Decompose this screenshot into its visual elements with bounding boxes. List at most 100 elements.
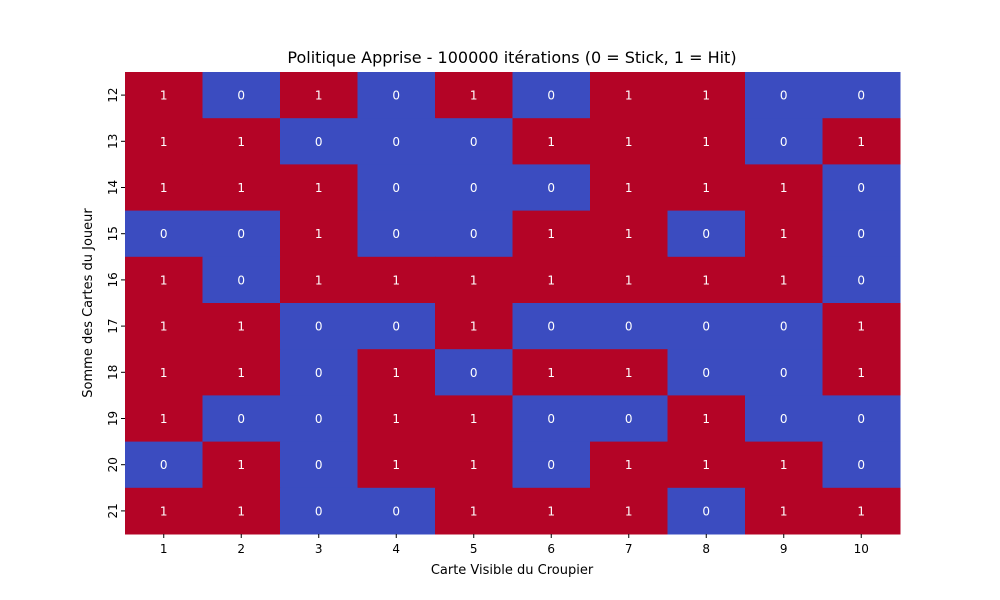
cell-value-label: 1: [160, 366, 168, 380]
cell-value-label: 1: [780, 273, 788, 287]
x-tick-label: 1: [160, 542, 168, 556]
heatmap-cell-20-10: [822, 441, 901, 489]
heatmap-cell-14-3: [280, 164, 358, 212]
cell-value-label: 0: [780, 320, 788, 334]
y-tick-label: 17: [106, 318, 120, 333]
heatmap-cell-12-4: [357, 72, 436, 119]
cell-value-label: 1: [625, 181, 633, 195]
cell-value-label: 1: [625, 458, 633, 472]
cell-value-label: 0: [625, 320, 633, 334]
heatmap-cell-18-4: [357, 349, 436, 396]
cell-value-label: 1: [392, 366, 400, 380]
cell-value-label: 1: [547, 504, 555, 518]
cell-value-label: 1: [857, 366, 865, 380]
heatmap-cell-14-10: [822, 164, 901, 212]
heatmap-cell-18-7: [590, 349, 668, 396]
heatmap-cell-21-3: [280, 487, 358, 535]
cell-value-label: 0: [702, 320, 710, 334]
heatmap-cell-21-7: [590, 487, 668, 535]
x-tick-label: 3: [315, 542, 323, 556]
cell-value-label: 1: [237, 320, 245, 334]
heatmap-cell-21-5: [435, 487, 513, 535]
x-tick-label: 4: [392, 542, 400, 556]
cell-value-label: 1: [857, 135, 865, 149]
y-axis: 12 13 14 15 16 17 18 19 20 21: [106, 87, 125, 519]
heatmap-cell-18-3: [280, 349, 358, 396]
x-tick-label: 7: [625, 542, 633, 556]
cell-value-label: 1: [470, 412, 478, 426]
cell-value-label: 1: [237, 181, 245, 195]
heatmap-cell-12-2: [202, 72, 281, 119]
cell-value-label: 0: [702, 504, 710, 518]
heatmap-cell-13-9: [745, 118, 823, 165]
cell-value-label: 0: [392, 181, 400, 195]
cell-value-label: 1: [160, 135, 168, 149]
heatmap-cell-12-5: [435, 72, 513, 119]
cell-value-label: 1: [625, 504, 633, 518]
heatmap-cell-20-1: [125, 441, 203, 489]
heatmap-cell-18-5: [435, 349, 513, 396]
y-tick-label: 20: [106, 457, 120, 472]
heatmap-cell-16-10: [822, 256, 901, 304]
heatmap-cells: 1 0 1 0 1 0 1 1 0 0 1 1 0 0 0 1 1 1 0 1 1 1 1 0 0 0 1 1 1 0 0 0 1 0 0 1 1 0 1 0…: [125, 72, 901, 535]
cell-value-label: 0: [547, 89, 555, 103]
cell-value-label: 1: [547, 227, 555, 241]
heatmap-cell-18-9: [745, 349, 823, 396]
heatmap-cell-12-8: [667, 72, 746, 119]
cell-value-label: 0: [780, 89, 788, 103]
heatmap-cell-14-6: [512, 164, 591, 212]
heatmap-cell-13-5: [435, 118, 513, 165]
cell-value-label: 0: [547, 458, 555, 472]
cell-value-label: 1: [702, 458, 710, 472]
y-tick-label: 18: [106, 365, 120, 380]
heatmap-cell-16-1: [125, 256, 203, 304]
cell-value-label: 1: [702, 273, 710, 287]
cell-value-label: 0: [237, 273, 245, 287]
heatmap-cell-15-7: [590, 210, 668, 258]
cell-value-label: 1: [160, 320, 168, 334]
heatmap-cell-21-4: [357, 487, 436, 535]
cell-value-label: 1: [160, 273, 168, 287]
heatmap-cell-15-10: [822, 210, 901, 258]
heatmap-cell-17-6: [512, 303, 591, 350]
heatmap-cell-12-6: [512, 72, 591, 119]
heatmap-cell-15-4: [357, 210, 436, 258]
cell-value-label: 0: [315, 412, 323, 426]
cell-value-label: 1: [315, 227, 323, 241]
cell-value-label: 1: [392, 458, 400, 472]
cell-value-label: 0: [315, 458, 323, 472]
cell-value-label: 0: [470, 181, 478, 195]
heatmap-cell-14-9: [745, 164, 823, 212]
heatmap-cell-19-1: [125, 395, 203, 443]
x-tick-label: 5: [470, 542, 478, 556]
cell-value-label: 0: [780, 412, 788, 426]
cell-value-label: 1: [315, 181, 323, 195]
heatmap-cell-16-8: [667, 256, 746, 304]
cell-value-label: 1: [160, 504, 168, 518]
cell-value-label: 1: [392, 412, 400, 426]
cell-value-label: 1: [315, 273, 323, 287]
heatmap-cell-16-3: [280, 256, 358, 304]
cell-value-label: 0: [857, 89, 865, 103]
cell-value-label: 0: [625, 412, 633, 426]
cell-value-label: 0: [315, 366, 323, 380]
cell-value-label: 1: [780, 458, 788, 472]
heatmap-cell-16-5: [435, 256, 513, 304]
cell-value-label: 1: [470, 320, 478, 334]
cell-value-label: 1: [160, 89, 168, 103]
heatmap-cell-21-8: [667, 487, 746, 535]
heatmap-cell-15-3: [280, 210, 358, 258]
heatmap-cell-16-9: [745, 256, 823, 304]
cell-value-label: 0: [470, 366, 478, 380]
heatmap-cell-12-9: [745, 72, 823, 119]
heatmap-cell-21-2: [202, 487, 281, 535]
cell-value-label: 0: [857, 458, 865, 472]
heatmap-cell-18-6: [512, 349, 591, 396]
cell-value-label: 0: [547, 320, 555, 334]
cell-value-label: 0: [702, 227, 710, 241]
cell-value-label: 0: [392, 89, 400, 103]
cell-value-label: 1: [702, 181, 710, 195]
cell-value-label: 1: [547, 135, 555, 149]
heatmap-cell-15-9: [745, 210, 823, 258]
cell-value-label: 0: [392, 227, 400, 241]
